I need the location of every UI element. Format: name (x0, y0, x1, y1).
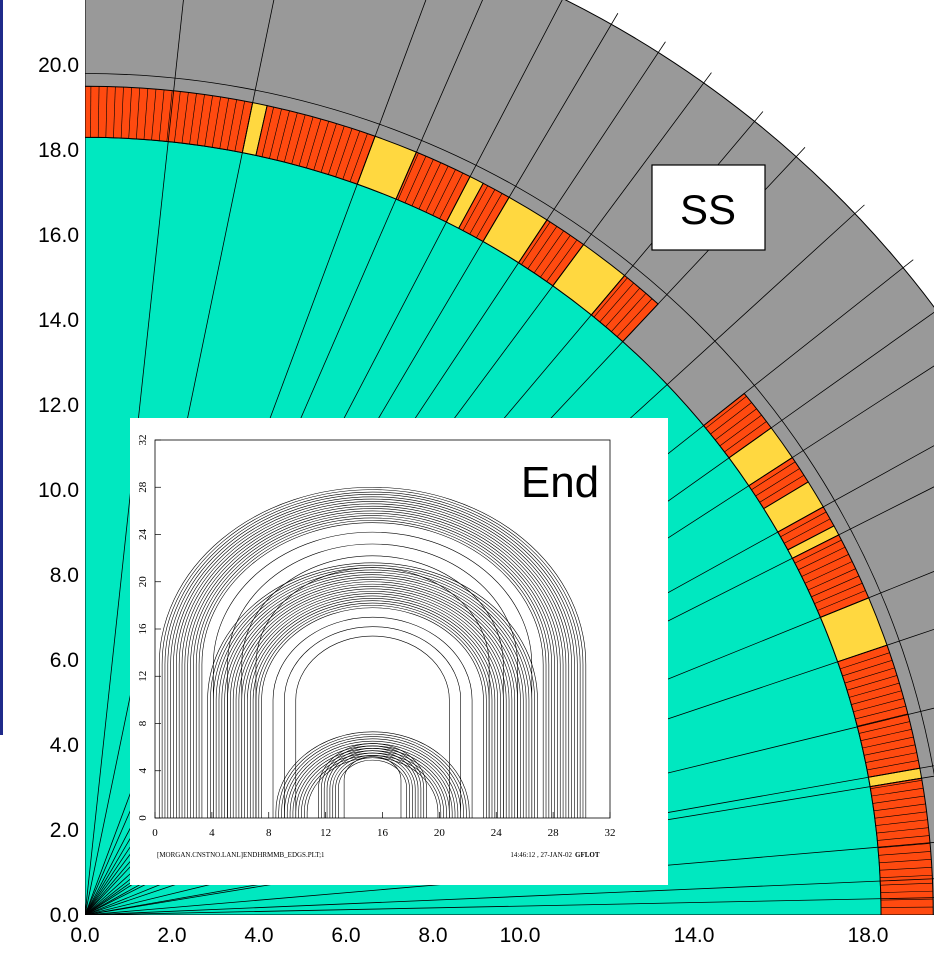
inset-x-tick-label: 12 (320, 827, 331, 839)
inset-y-tick-label: 12 (137, 671, 149, 682)
inset-y-tick-label: 0 (137, 815, 149, 821)
inset-x-tick-label: 28 (548, 827, 560, 839)
page: 0.02.04.06.08.010.012.014.016.018.020.0 … (0, 0, 934, 953)
y-tick-label: 10.0 (38, 479, 79, 502)
end-label: End (521, 458, 599, 507)
x-tick-label: 0.0 (70, 924, 99, 947)
y-tick-label: 2.0 (50, 819, 79, 842)
x-tick-label: 18.0 (848, 924, 889, 947)
y-tick-label: 20.0 (38, 54, 79, 77)
inset-footer-program: GFLOT (575, 851, 600, 859)
left-border (0, 0, 3, 735)
inset-y-tick-label: 28 (137, 481, 149, 493)
y-tick-label: 16.0 (38, 224, 79, 247)
inset-footer-time: 14:46:12 , 27-JAN-02 (510, 851, 572, 859)
y-tick-label: 18.0 (38, 139, 79, 162)
inset-y-tick-label: 8 (137, 720, 149, 726)
y-tick-label: 12.0 (38, 394, 79, 417)
x-tick-label: 2.0 (157, 924, 186, 947)
y-tick-label: 14.0 (38, 309, 79, 332)
inset-y-tick-label: 20 (137, 576, 149, 588)
inset-y-tick-label: 32 (137, 435, 149, 446)
x-tick-label: 4.0 (244, 924, 273, 947)
inset-y-tick-label: 4 (137, 768, 149, 774)
x-tick-label: 14.0 (674, 924, 715, 947)
ss-label: SS (680, 186, 736, 233)
inset-footer-path: [MORGAN.CNSTNO.LANL]ENDHRMMB_EDGS.PLT;1 (157, 851, 325, 859)
inset-x-tick-label: 20 (434, 827, 446, 839)
inset-x-tick-label: 32 (605, 827, 616, 839)
inset-x-tick-label: 8 (266, 827, 272, 839)
x-axis: 0.0 2.0 4.0 6.0 8.0 10.0 14.0 18.0 (70, 924, 888, 947)
x-tick-label: 8.0 (418, 924, 447, 947)
inset-x-tick-label: 16 (377, 827, 389, 839)
y-axis: 0.02.04.06.08.010.012.014.016.018.020.0 (38, 54, 79, 927)
y-tick-label: 8.0 (50, 564, 79, 587)
inset-y-tick-label: 16 (137, 623, 149, 635)
y-tick-label: 4.0 (50, 734, 79, 757)
x-tick-label: 10.0 (500, 924, 541, 947)
x-tick-label: 6.0 (331, 924, 360, 947)
inset-x-tick-label: 24 (491, 827, 503, 839)
inset-y-tick-label: 24 (137, 529, 149, 541)
inset-x-tick-label: 4 (209, 827, 215, 839)
y-tick-label: 6.0 (50, 649, 79, 672)
inset-x-tick-label: 0 (152, 827, 158, 839)
inset: 0 4 8 12 16 20 24 28 32 0 4 8 12 16 20 24 28 32 [MORGAN.C… (130, 418, 668, 885)
